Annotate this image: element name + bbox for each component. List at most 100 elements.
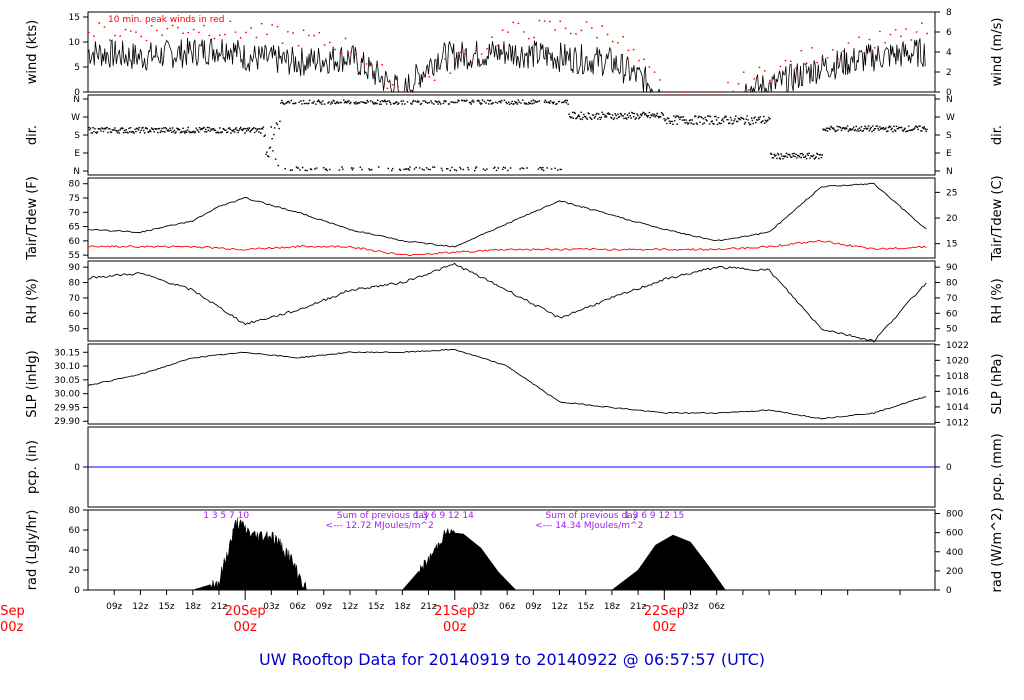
slp-left-label: SLP (inHg): [25, 350, 40, 418]
pcp-left-label: pcp. (in): [25, 440, 40, 494]
temp-ytick-label-right: 20: [946, 214, 958, 224]
rh-ytick-label-left: 70: [69, 294, 81, 304]
tair-series-line: [87, 182, 927, 248]
rad-hour-marks-day2: 1 3 6 9 12 14: [414, 511, 474, 521]
slp-ytick-label-right: 1018: [946, 372, 969, 382]
slp-ytick-label-right: 1012: [946, 418, 969, 428]
rh-ytick-label-right: 60: [946, 309, 958, 319]
dir-ytick-label-right: N: [946, 95, 953, 105]
temp-ytick-label-left: 75: [69, 194, 80, 204]
x-date-label-cut: 0Sep: [0, 604, 25, 619]
rad-ytick-label-left: 0: [74, 586, 80, 596]
x-hour-tick-label: 03z: [682, 602, 698, 612]
wind-ytick-label-left: 0: [74, 88, 80, 98]
slp-ytick-label-right: 1020: [946, 356, 969, 366]
rad-summary-2-title: Sum of previous day: [546, 511, 639, 521]
x-date-sublabel-cut: 00z: [0, 620, 24, 635]
panel-frame-rad: [87, 509, 936, 591]
dir-ytick-label-left: W: [71, 113, 80, 123]
radiation-series-area: [88, 517, 927, 591]
x-hour-tick-label: 15z: [578, 602, 594, 612]
x-date-sublabel: 00z: [653, 620, 677, 635]
x-hour-tick-label: 21z: [420, 602, 436, 612]
rad-summary-1-title: Sum of previous day: [337, 511, 430, 521]
rad-ytick-label-left: 80: [69, 506, 81, 516]
wind-ytick-label-left: 10: [69, 38, 81, 48]
slp-ytick-label-left: 29.95: [54, 403, 80, 413]
wind-ytick-label-left: 5: [74, 63, 80, 73]
panel-frame-slp: [87, 343, 936, 425]
x-hour-tick-label: 06z: [499, 602, 515, 612]
x-hour-tick-label: 09z: [106, 602, 122, 612]
dir-ytick-label-left: N: [73, 167, 80, 177]
rad-summary-1-value: <--- 12.72 MJoules/m^2: [326, 521, 434, 531]
dir-ytick-label-right: E: [946, 149, 952, 159]
chart-title: UW Rooftop Data for 20140919 to 20140922…: [259, 650, 765, 669]
rad-summary-2-value: <--- 14.34 MJoules/m^2: [535, 521, 643, 531]
temp-ytick-label-left: 60: [69, 237, 81, 247]
x-hour-tick-label: 03z: [263, 602, 279, 612]
x-hour-tick-label: 09z: [525, 602, 541, 612]
temp-ytick-label-right: 25: [946, 188, 957, 198]
dir-left-label: dir.: [25, 125, 40, 145]
rad-hour-marks-day3: 1 3 6 9 12 15: [624, 511, 684, 521]
rad-ytick-label-right: 800: [946, 510, 963, 520]
wind-ytick-label-right: 4: [946, 48, 952, 58]
rad-ytick-label-right: 600: [946, 529, 963, 539]
rh-left-label: RH (%): [25, 278, 40, 323]
x-date-sublabel: 00z: [443, 620, 467, 635]
rad-ytick-label-left: 20: [69, 566, 81, 576]
rad-left-label: rad (Lgly/hr): [25, 510, 40, 591]
x-hour-tick-label: 18z: [604, 602, 620, 612]
panel-frame-temp: [87, 177, 936, 259]
x-hour-tick-label: 12z: [342, 602, 358, 612]
wind-peak-marks: [88, 19, 928, 93]
rad-ytick-label-right: 200: [946, 567, 963, 577]
wind-peak-note: 10 min. peak winds in red: [108, 15, 225, 25]
dir-right-label: dir.: [990, 125, 1005, 145]
rh-ytick-label-right: 90: [946, 263, 958, 273]
dir-ytick-label-right: W: [946, 113, 955, 123]
slp-ytick-label-left: 30.10: [54, 362, 80, 372]
rad-hour-marks-day1: 1 3 5 7 10: [203, 511, 249, 521]
rh-ytick-label-right: 80: [946, 279, 958, 289]
x-hour-tick-label: 18z: [394, 602, 410, 612]
rh-ytick-label-right: 50: [946, 325, 958, 335]
x-date-sublabel: 00z: [233, 620, 257, 635]
wind-ytick-label-right: 6: [946, 28, 952, 38]
panel-frame-rh: [87, 260, 936, 342]
slp-right-label: SLP (hPa): [990, 353, 1005, 414]
dir-ytick-label-left: N: [73, 95, 80, 105]
temp-ytick-label-right: 15: [946, 240, 957, 250]
slp-ytick-label-left: 30.15: [54, 348, 80, 358]
rad-ytick-label-right: 400: [946, 548, 963, 558]
x-date-label: 21Sep: [434, 604, 475, 619]
slp-ytick-label-left: 30.05: [54, 376, 80, 386]
x-hour-tick-label: 03z: [473, 602, 489, 612]
pcp-right-label: pcp. (mm): [990, 433, 1005, 500]
x-hour-tick-label: 09z: [316, 602, 332, 612]
panel-frame-dir: [87, 94, 936, 176]
temp-ytick-label-left: 55: [69, 251, 80, 261]
rh-ytick-label-left: 90: [69, 263, 81, 273]
rh-ytick-label-right: 70: [946, 294, 958, 304]
wind-series-line: [87, 37, 926, 94]
slp-ytick-label-right: 1014: [946, 403, 969, 413]
temp-ytick-label-left: 80: [69, 180, 81, 190]
slp-ytick-label-left: 29.90: [54, 417, 80, 427]
rh-ytick-label-left: 50: [69, 325, 81, 335]
x-hour-tick-label: 12z: [132, 602, 148, 612]
x-hour-tick-label: 21z: [211, 602, 227, 612]
rh-ytick-label-left: 60: [69, 309, 81, 319]
x-hour-tick-label: 15z: [158, 602, 174, 612]
pcp-ytick-label-right: 0: [946, 463, 952, 473]
slp-ytick-label-right: 1022: [946, 341, 969, 351]
slp-ytick-label-right: 1016: [946, 387, 969, 397]
x-hour-tick-label: 18z: [185, 602, 201, 612]
rh-ytick-label-left: 80: [69, 279, 81, 289]
temp-left-label: Tair/Tdew (F): [25, 176, 40, 261]
wind-left-label: wind (kts): [25, 20, 40, 84]
rad-ytick-label-left: 60: [69, 526, 81, 536]
wind-ytick-label-right: 0: [946, 88, 952, 98]
